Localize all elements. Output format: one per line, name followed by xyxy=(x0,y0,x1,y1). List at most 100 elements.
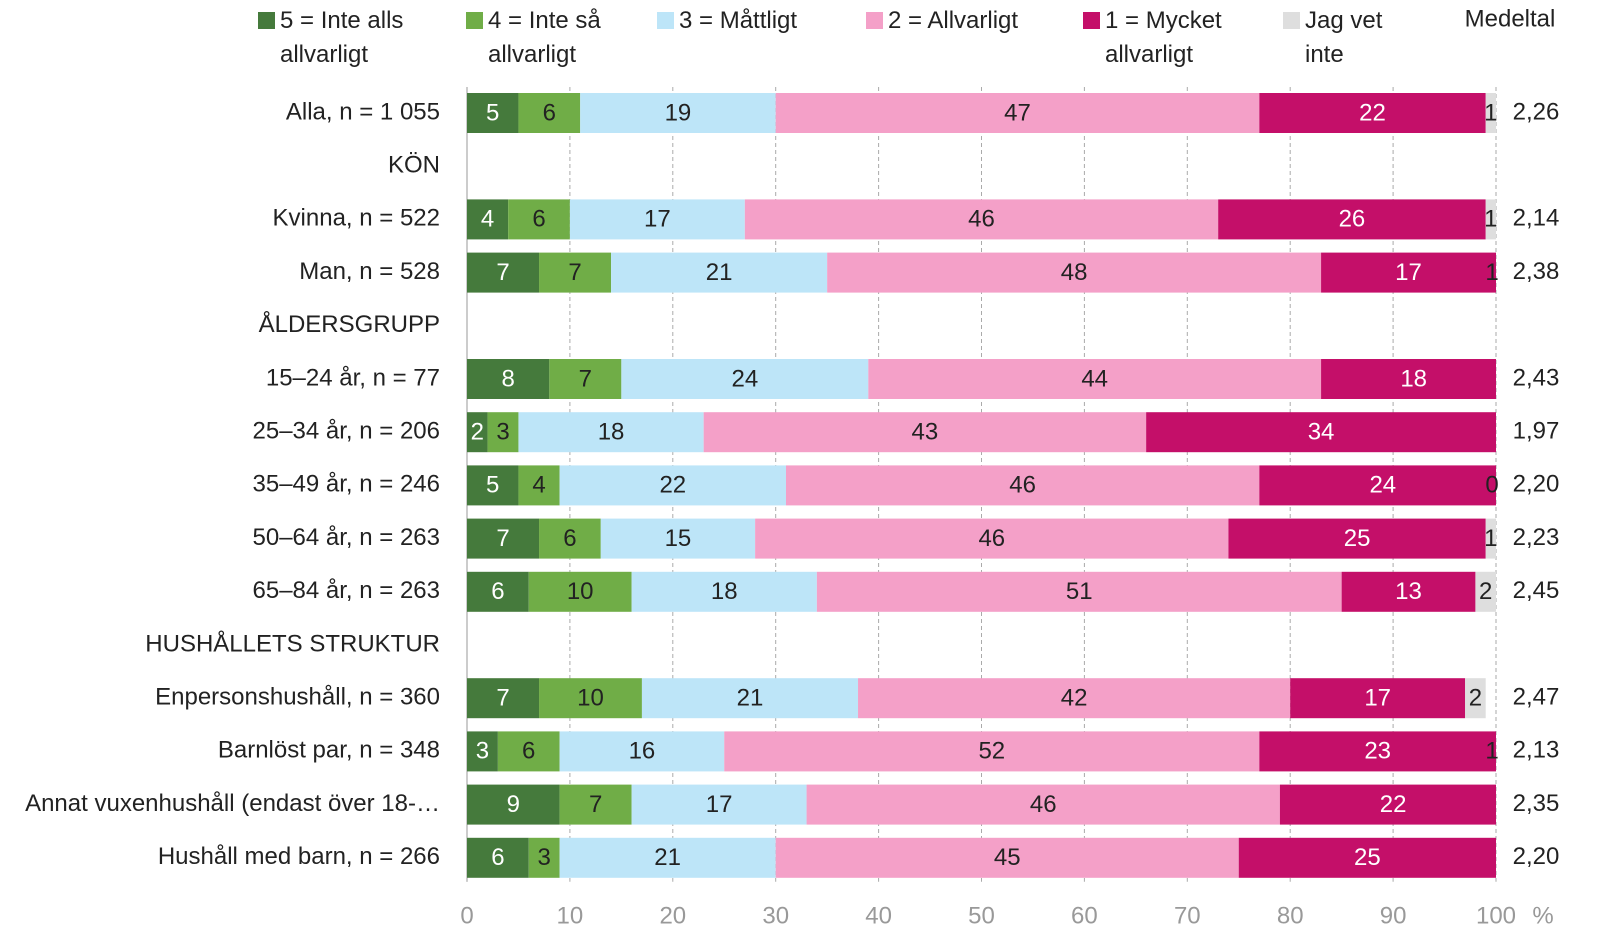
data-label: 21 xyxy=(654,844,681,871)
bar-segment xyxy=(1259,465,1496,506)
x-tick-label: 10 xyxy=(557,902,584,929)
data-label: 34 xyxy=(1308,419,1335,446)
mean-value: 2,20 xyxy=(1513,471,1560,498)
bar-segment xyxy=(467,93,519,133)
bar-segment xyxy=(528,837,560,878)
legend-swatch xyxy=(258,12,275,29)
legend-label: 1 = Mycket allvarligt xyxy=(1105,7,1222,68)
mean-value: 2,26 xyxy=(1513,98,1560,125)
mean-value: 2,20 xyxy=(1513,843,1560,870)
y-tick-label: Alla, n = 1 055 xyxy=(286,98,440,125)
y-tick-label: 25–34 år, n = 206 xyxy=(253,418,441,445)
y-tick-label: Kvinna, n = 522 xyxy=(273,205,440,232)
y-tick-label: HUSHÅLLETS STRUKTUR xyxy=(145,629,440,657)
legend-swatch xyxy=(657,12,674,29)
data-label: 22 xyxy=(1380,791,1407,818)
data-label: 0 xyxy=(1485,472,1498,499)
data-label: 46 xyxy=(1030,791,1057,818)
bar-segment xyxy=(518,412,704,453)
mean-value: 2,14 xyxy=(1513,205,1560,232)
mean-value: 2,23 xyxy=(1513,524,1560,551)
data-label: 1 xyxy=(1485,259,1498,286)
y-tick-label: Man, n = 528 xyxy=(299,258,440,285)
mean-value: 1,97 xyxy=(1513,418,1560,445)
data-label: 42 xyxy=(1061,685,1088,712)
bar-segment xyxy=(785,465,1260,506)
bar-segment xyxy=(1485,93,1496,133)
legend-swatch xyxy=(866,12,883,29)
bar-segment xyxy=(724,731,1260,772)
legend-swatch xyxy=(466,12,483,29)
data-label: 8 xyxy=(501,365,514,392)
data-label: 52 xyxy=(978,738,1005,765)
y-tick-label: 65–84 år, n = 263 xyxy=(253,577,441,604)
bar-segment xyxy=(611,252,828,293)
bar-segment xyxy=(858,678,1291,719)
y-tick-label: KÖN xyxy=(388,152,440,179)
bar-segment xyxy=(487,412,519,453)
legend-item: 5 = Inte alls allvarligt xyxy=(258,4,445,72)
bar-segment xyxy=(467,359,550,399)
bar-segment xyxy=(467,837,529,878)
data-label: 3 xyxy=(476,738,489,765)
bar-segment xyxy=(569,199,745,240)
bar-segment xyxy=(559,731,725,772)
bar-segment xyxy=(467,731,498,772)
bar-segment xyxy=(1146,412,1496,453)
x-tick-label: 50 xyxy=(968,902,995,929)
legend-label: Jag vet inte xyxy=(1305,7,1383,68)
data-label: 26 xyxy=(1339,206,1366,233)
data-label: 6 xyxy=(563,525,576,552)
bar-segment xyxy=(518,93,581,133)
y-tick-label: ÅLDERSGRUPP xyxy=(259,310,440,338)
y-tick-label: 35–49 år, n = 246 xyxy=(253,471,441,498)
bar-segment xyxy=(1465,678,1486,719)
data-label: 7 xyxy=(579,365,592,392)
bar-segment xyxy=(1485,199,1496,240)
data-label: 6 xyxy=(522,738,535,765)
bar-segment xyxy=(703,412,1147,453)
data-label: 1 xyxy=(1484,525,1497,552)
data-label: 17 xyxy=(1395,259,1422,286)
mean-header: Medeltal xyxy=(1465,5,1556,32)
legend-label: 4 = Inte så allvarligt xyxy=(488,7,601,68)
bar-segment xyxy=(467,518,540,559)
data-label: 7 xyxy=(496,259,509,286)
data-label: 25 xyxy=(1344,525,1371,552)
x-tick-label: 60 xyxy=(1071,902,1098,929)
data-label: 6 xyxy=(532,206,545,233)
bar-segment xyxy=(467,252,540,293)
bar-segment xyxy=(580,93,776,133)
bars xyxy=(467,93,1496,878)
bar-segment xyxy=(744,199,1219,240)
mean-value: 2,35 xyxy=(1513,790,1560,817)
data-label: 47 xyxy=(1004,99,1031,126)
data-label: 46 xyxy=(968,206,995,233)
bar-segment xyxy=(806,784,1280,825)
data-label: 25 xyxy=(1354,844,1381,871)
x-tick-label: 0 xyxy=(460,902,473,929)
y-tick-label: Hushåll med barn, n = 266 xyxy=(158,843,440,870)
bar-segment xyxy=(467,571,529,612)
bar-segment xyxy=(1321,252,1496,293)
data-label: 10 xyxy=(577,685,604,712)
x-tick-label: 90 xyxy=(1380,902,1407,929)
bar-segment xyxy=(1485,518,1496,559)
legend-item: 2 = Allvarligt xyxy=(866,4,1088,38)
data-label: 21 xyxy=(737,685,764,712)
y-tick-label: Barnlöst par, n = 348 xyxy=(218,737,440,764)
mean-value: 2,45 xyxy=(1513,577,1560,604)
x-tick-label: 80 xyxy=(1277,902,1304,929)
bar-segment xyxy=(539,518,601,559)
data-label: 45 xyxy=(994,844,1021,871)
data-label: 4 xyxy=(532,472,545,499)
legend-item: 3 = Måttligt xyxy=(657,4,869,38)
data-label: 3 xyxy=(537,844,550,871)
legend-item: 4 = Inte så allvarligt xyxy=(466,4,638,72)
data-label: 7 xyxy=(496,525,509,552)
legend-label: 2 = Allvarligt xyxy=(888,7,1019,34)
bar-segment xyxy=(539,252,612,293)
